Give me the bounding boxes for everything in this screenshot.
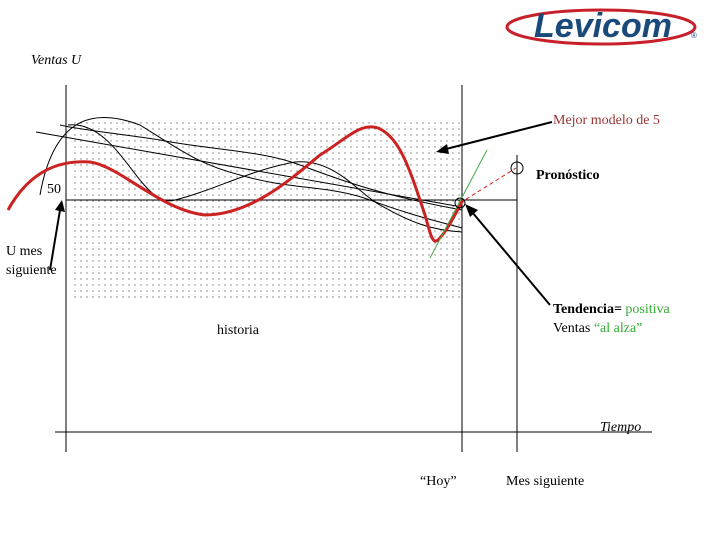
arrow-u-mes-head bbox=[55, 200, 65, 212]
arrow-tendencia bbox=[471, 211, 551, 306]
trend-line bbox=[429, 149, 488, 259]
u-mes-line2: siguiente bbox=[6, 263, 57, 278]
arrow-mejor-modelo-head bbox=[436, 144, 449, 154]
tendencia-value: positiva bbox=[625, 302, 670, 317]
levicom-logo: Levicom ® bbox=[505, 7, 697, 46]
logo-registered-mark: ® bbox=[691, 31, 697, 40]
arrow-u-mes bbox=[49, 209, 61, 271]
ventas-value: “al alza” bbox=[593, 321, 643, 336]
model-curve-1 bbox=[39, 116, 463, 229]
ventas-line: Ventas “al alza” bbox=[553, 319, 670, 338]
arrow-tendencia-head bbox=[465, 204, 478, 217]
best-model-curve bbox=[6, 125, 465, 243]
tendencia-label: Tendencia= positiva Ventas “al alza” bbox=[553, 300, 670, 338]
arrow-mejor-modelo bbox=[445, 121, 553, 150]
level-50-label: 50 bbox=[47, 182, 61, 197]
model-curve-4 bbox=[67, 124, 463, 233]
mejor-modelo-label: Mejor modelo de 5 bbox=[553, 113, 660, 128]
u-mes-line1: U mes bbox=[6, 244, 43, 259]
mes-siguiente-label: Mes siguiente bbox=[506, 474, 585, 489]
today-marker bbox=[454, 197, 466, 209]
history-region bbox=[70, 118, 462, 301]
tiempo-label: Tiempo bbox=[600, 420, 642, 435]
logo-text: Levicom bbox=[534, 7, 672, 45]
tendencia-prefix: Tendencia= bbox=[553, 302, 622, 317]
ventas-prefix: Ventas bbox=[553, 321, 591, 336]
hoy-label: “Hoy” bbox=[420, 474, 457, 489]
forecast-marker bbox=[510, 161, 524, 175]
historia-label: historia bbox=[217, 323, 259, 338]
model-curve-2 bbox=[59, 124, 463, 211]
pronostico-label: Pronóstico bbox=[536, 168, 600, 183]
model-curve-3 bbox=[35, 131, 463, 208]
logo-swoosh bbox=[505, 8, 697, 46]
tendencia-line: Tendencia= positiva bbox=[553, 300, 670, 319]
y-axis-label: Ventas U bbox=[31, 53, 82, 68]
u-mes-siguiente-label: U mes siguiente bbox=[6, 242, 57, 280]
